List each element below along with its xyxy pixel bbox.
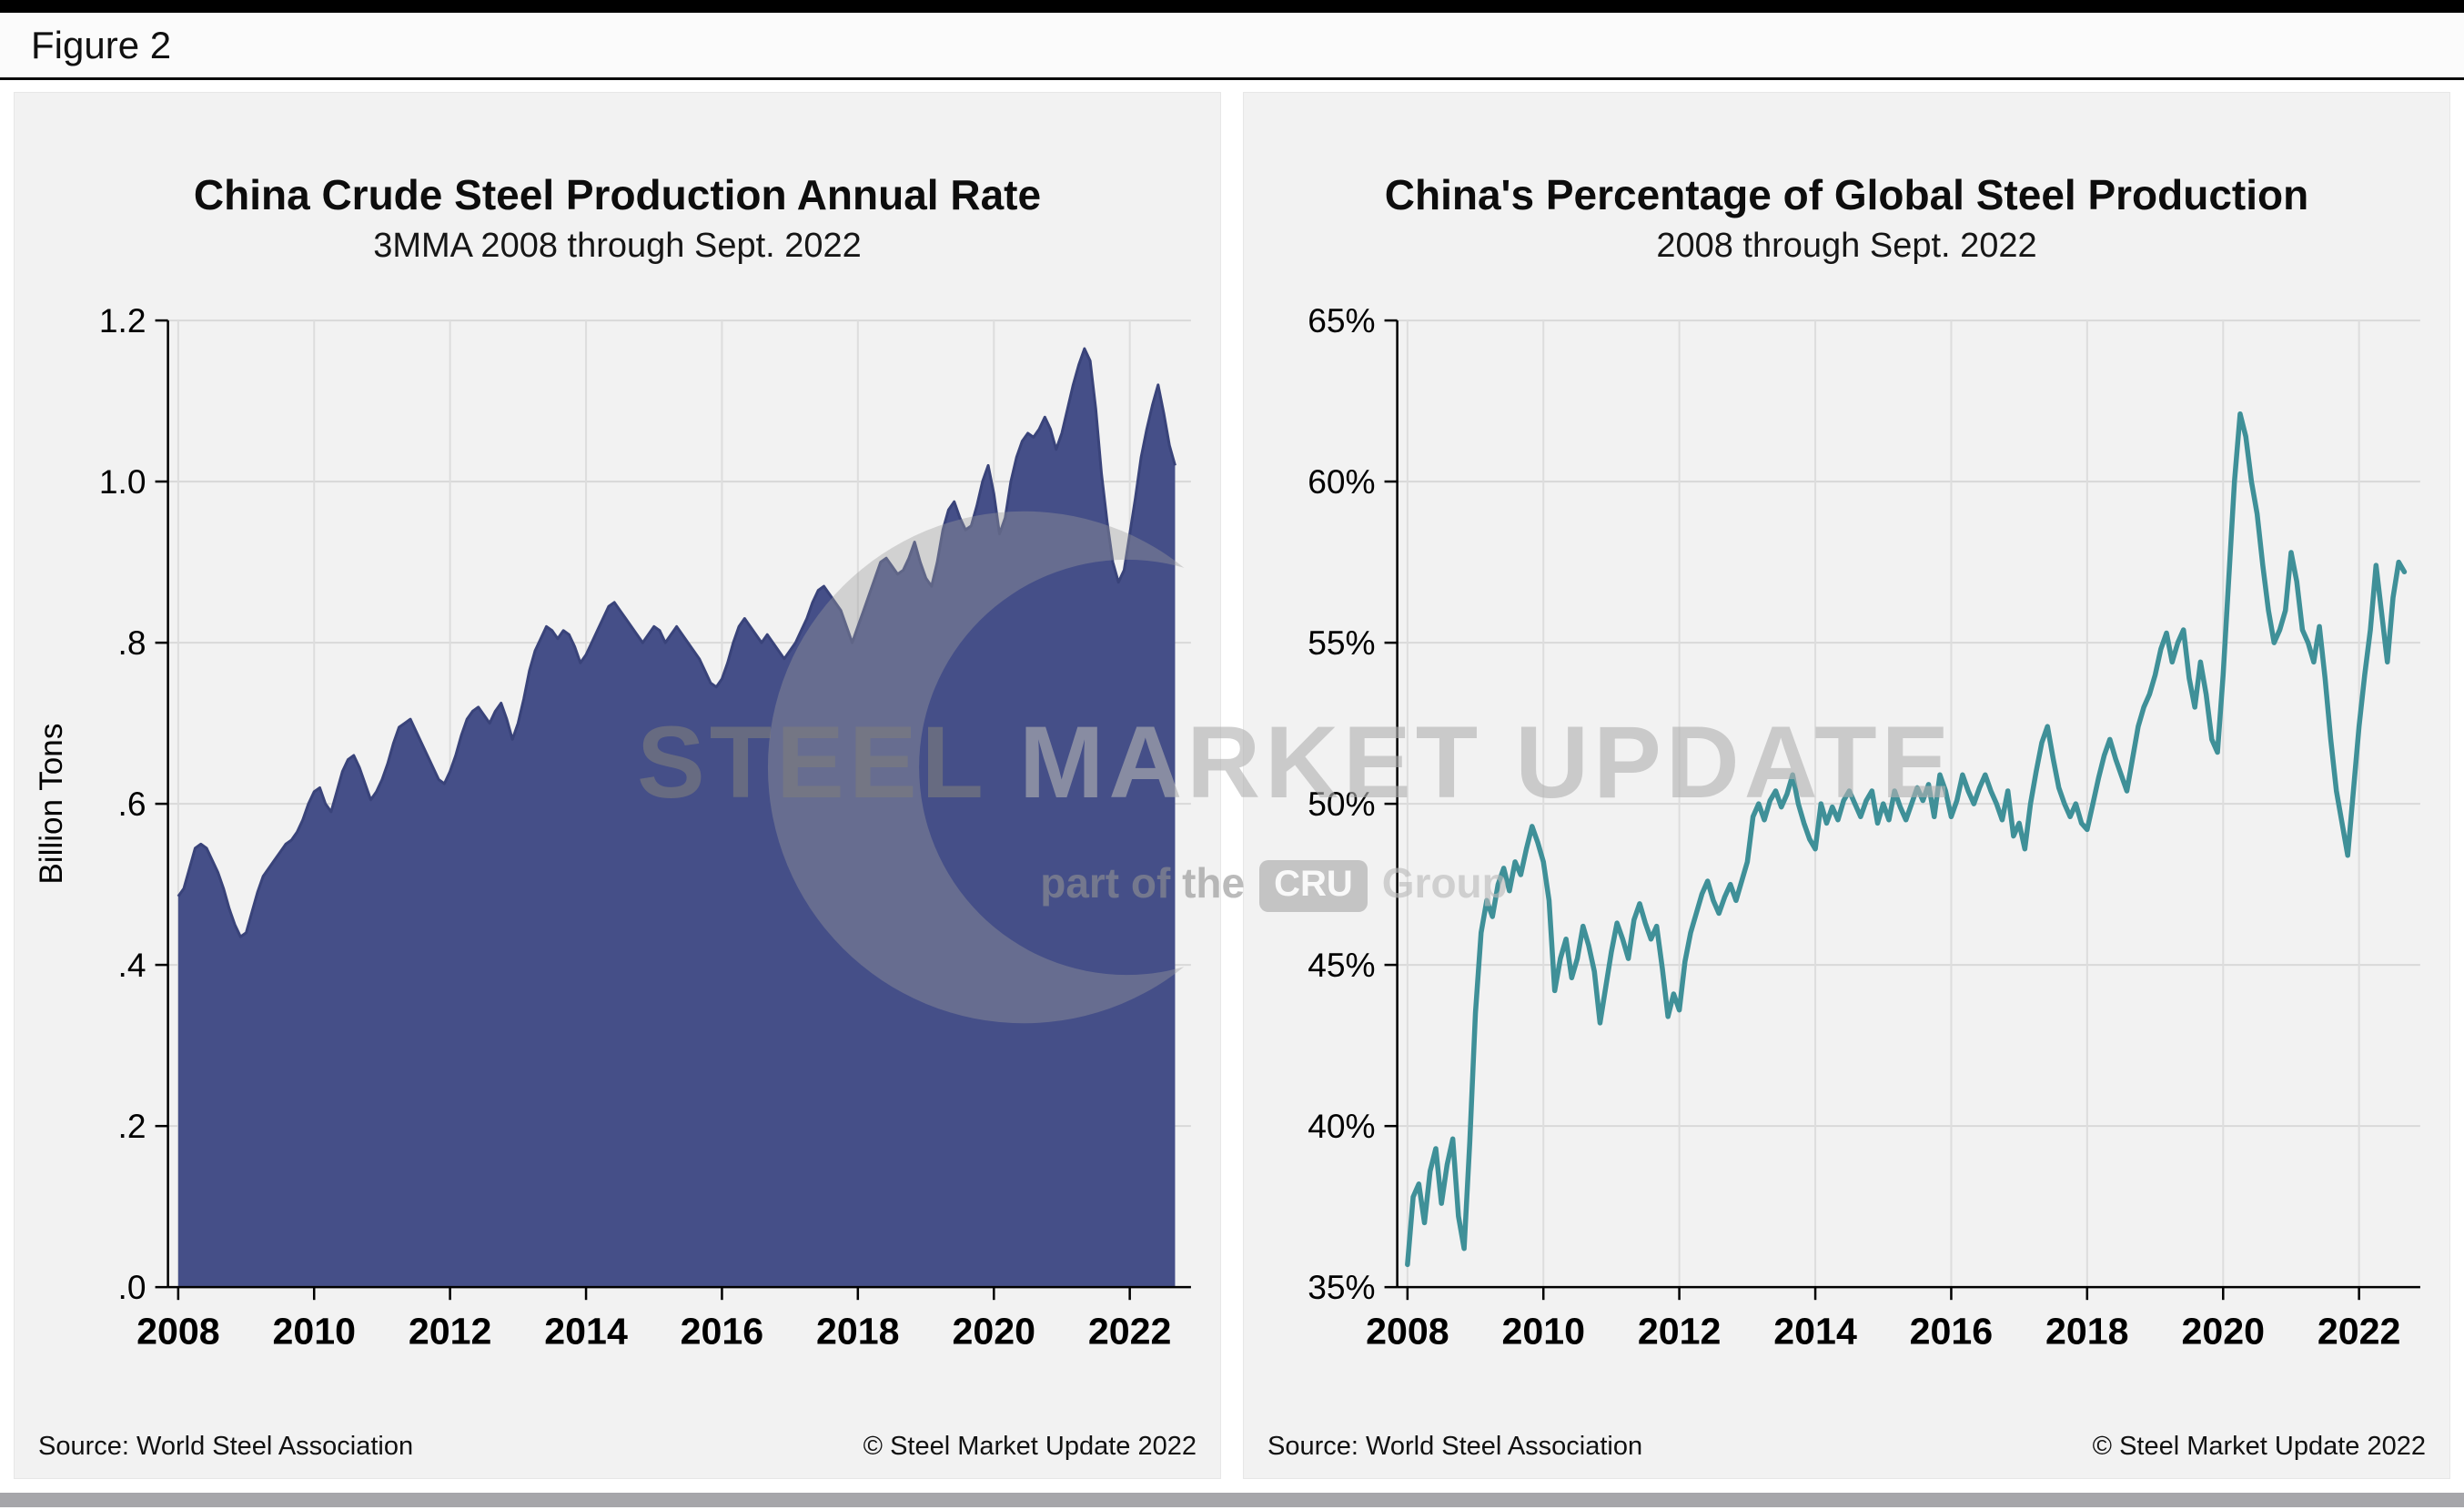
svg-text:65%: 65%: [1308, 301, 1375, 339]
global-share-line-chart: 35% 40% 45% 50% 55% 60% 65% 2008 2010 2012 2014 201…: [1308, 301, 2420, 1352]
left-chart-subtitle: 3MMA 2008 through Sept. 2022: [373, 227, 862, 265]
figure-label: Figure 2: [31, 23, 172, 66]
svg-text:2022: 2022: [2318, 1310, 2401, 1352]
right-copyright-note: © Steel Market Update 2022: [2092, 1432, 2426, 1461]
top-border-bar: [0, 0, 2464, 13]
svg-text:.8: .8: [118, 623, 146, 662]
svg-text:2008: 2008: [1366, 1310, 1449, 1352]
svg-text:2016: 2016: [1910, 1310, 1994, 1352]
left-copyright-note: © Steel Market Update 2022: [863, 1432, 1197, 1461]
charts-row: China Crude Steel Production Annual Rate…: [0, 80, 2464, 1493]
left-chart-footer: Source: World Steel Association © Steel …: [15, 1432, 1220, 1462]
svg-text:.6: .6: [118, 785, 146, 823]
svg-text:2012: 2012: [1638, 1310, 1722, 1352]
right-chart-footer: Source: World Steel Association © Steel …: [1244, 1432, 2449, 1462]
right-source-note: Source: World Steel Association: [1267, 1432, 1643, 1461]
right-chart-title: China's Percentage of Global Steel Produ…: [1384, 171, 2309, 218]
right-chart-area: 35% 40% 45% 50% 55% 60% 65% 2008 2010 2012 2014 201…: [1244, 300, 2449, 1379]
svg-text:2014: 2014: [1773, 1310, 1857, 1352]
svg-text:40%: 40%: [1308, 1107, 1375, 1145]
svg-text:2008: 2008: [136, 1310, 220, 1352]
svg-text:2020: 2020: [953, 1310, 1036, 1352]
left-chart-area: .0 .2 .4 .6 .8 1.0 1.2 2008 2010 2012 2014 2016 2018…: [15, 300, 1220, 1379]
svg-text:45%: 45%: [1308, 946, 1375, 984]
svg-text:2012: 2012: [409, 1310, 492, 1352]
svg-text:2018: 2018: [816, 1310, 900, 1352]
svg-text:1.2: 1.2: [99, 301, 146, 339]
production-area-chart: .0 .2 .4 .6 .8 1.0 1.2 2008 2010 2012 2014 2016 2018…: [34, 301, 1191, 1352]
svg-text:2010: 2010: [1501, 1310, 1585, 1352]
right-chart-subtitle: 2008 through Sept. 2022: [1656, 227, 2037, 265]
bottom-border-bar: [0, 1493, 2464, 1507]
svg-text:.2: .2: [118, 1107, 146, 1145]
svg-text:35%: 35%: [1308, 1268, 1375, 1306]
svg-text:Billion Tons: Billion Tons: [34, 724, 69, 885]
svg-text:.0: .0: [118, 1268, 146, 1306]
left-chart-title: China Crude Steel Production Annual Rate: [193, 171, 1042, 218]
svg-text:50%: 50%: [1308, 785, 1375, 823]
svg-text:1.0: 1.0: [99, 462, 146, 501]
figure-header: Figure 2: [0, 13, 2464, 80]
svg-text:2010: 2010: [272, 1310, 356, 1352]
svg-text:55%: 55%: [1308, 623, 1375, 662]
svg-text:.4: .4: [118, 946, 146, 984]
left-source-note: Source: World Steel Association: [38, 1432, 414, 1461]
svg-text:2020: 2020: [2182, 1310, 2266, 1352]
svg-text:2014: 2014: [544, 1310, 628, 1352]
svg-text:2018: 2018: [2045, 1310, 2129, 1352]
svg-text:60%: 60%: [1308, 462, 1375, 501]
svg-text:2022: 2022: [1088, 1310, 1172, 1352]
left-chart-panel: China Crude Steel Production Annual Rate…: [15, 93, 1220, 1478]
right-chart-panel: China's Percentage of Global Steel Produ…: [1244, 93, 2449, 1478]
svg-text:2016: 2016: [681, 1310, 764, 1352]
